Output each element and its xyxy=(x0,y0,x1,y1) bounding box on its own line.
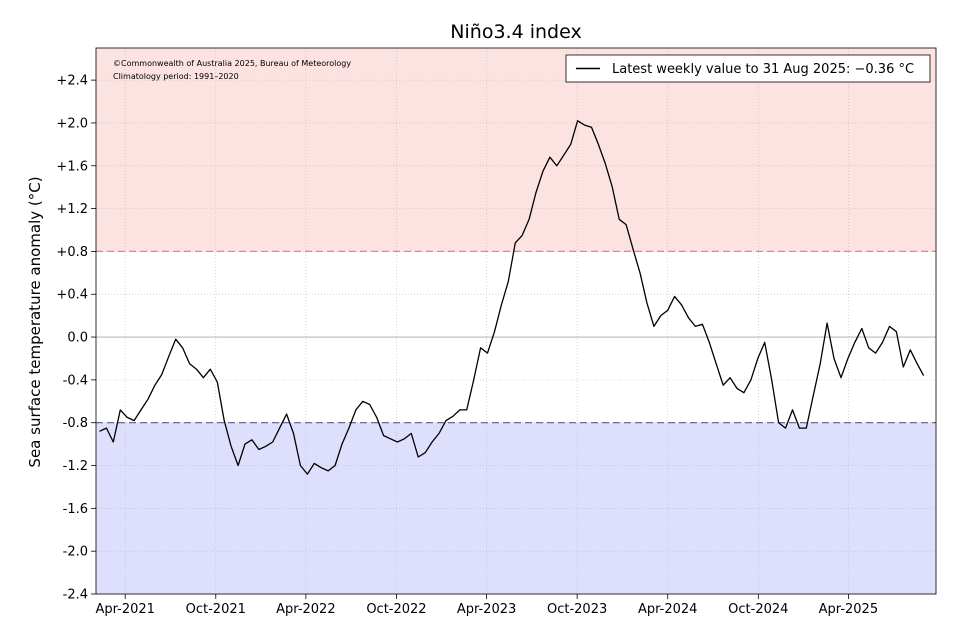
x-tick-label: Apr-2021 xyxy=(95,602,154,617)
y-axis-label: Sea surface temperature anomaly (°C) xyxy=(26,176,44,467)
y-tick-label: -1.2 xyxy=(63,459,88,474)
series-layer xyxy=(99,120,925,475)
y-tick-label: -1.6 xyxy=(63,502,88,517)
x-tick-label: Apr-2024 xyxy=(638,602,697,617)
y-tick-label: +2.4 xyxy=(56,74,88,89)
x-tick-label: Apr-2022 xyxy=(276,602,335,617)
chart-title: Niño3.4 index xyxy=(450,21,581,43)
legend: Latest weekly value to 31 Aug 2025: −0.3… xyxy=(565,54,931,83)
threshold-lines xyxy=(96,250,936,424)
x-tick-label: Oct-2022 xyxy=(366,602,426,617)
y-tick-label: 0.0 xyxy=(67,331,88,346)
nino34-series-line xyxy=(99,120,925,475)
x-tick-label: Oct-2021 xyxy=(186,602,246,617)
x-axis-ticks: Apr-2021 Oct-2021 Apr-2022 Oct-2022 Apr-2023… xyxy=(95,594,878,617)
y-tick-label: -0.8 xyxy=(63,416,88,431)
y-tick-label: +1.2 xyxy=(56,202,88,217)
credit-line-climatology: Climatology period: 1991–2020 xyxy=(113,72,239,81)
x-tick-label: Apr-2023 xyxy=(457,602,516,617)
credit-line-copyright: ©Commonwealth of Australia 2025, Bureau … xyxy=(113,59,351,68)
x-tick-label: Apr-2025 xyxy=(819,602,878,617)
legend-label: Latest weekly value to 31 Aug 2025: −0.3… xyxy=(612,62,914,77)
y-tick-label: +1.6 xyxy=(56,159,88,174)
x-tick-label: Oct-2023 xyxy=(547,602,607,617)
y-tick-label: -2.0 xyxy=(63,545,88,560)
y-tick-label: +0.4 xyxy=(56,288,88,303)
y-tick-label: +0.8 xyxy=(56,245,88,260)
y-tick-label: +2.0 xyxy=(56,116,88,131)
plot-background-regions xyxy=(96,48,936,594)
plot-frame xyxy=(95,47,937,595)
y-tick-label: -0.4 xyxy=(63,373,88,388)
y-tick-label: -2.4 xyxy=(63,588,88,603)
y-axis-ticks: +2.4 +2.0 +1.6 +1.2 +0.8 +0.4 0.0 -0.4 -0.8 -1.2 -… xyxy=(56,74,96,603)
x-tick-label: Oct-2024 xyxy=(728,602,788,617)
legend-box xyxy=(565,54,931,83)
